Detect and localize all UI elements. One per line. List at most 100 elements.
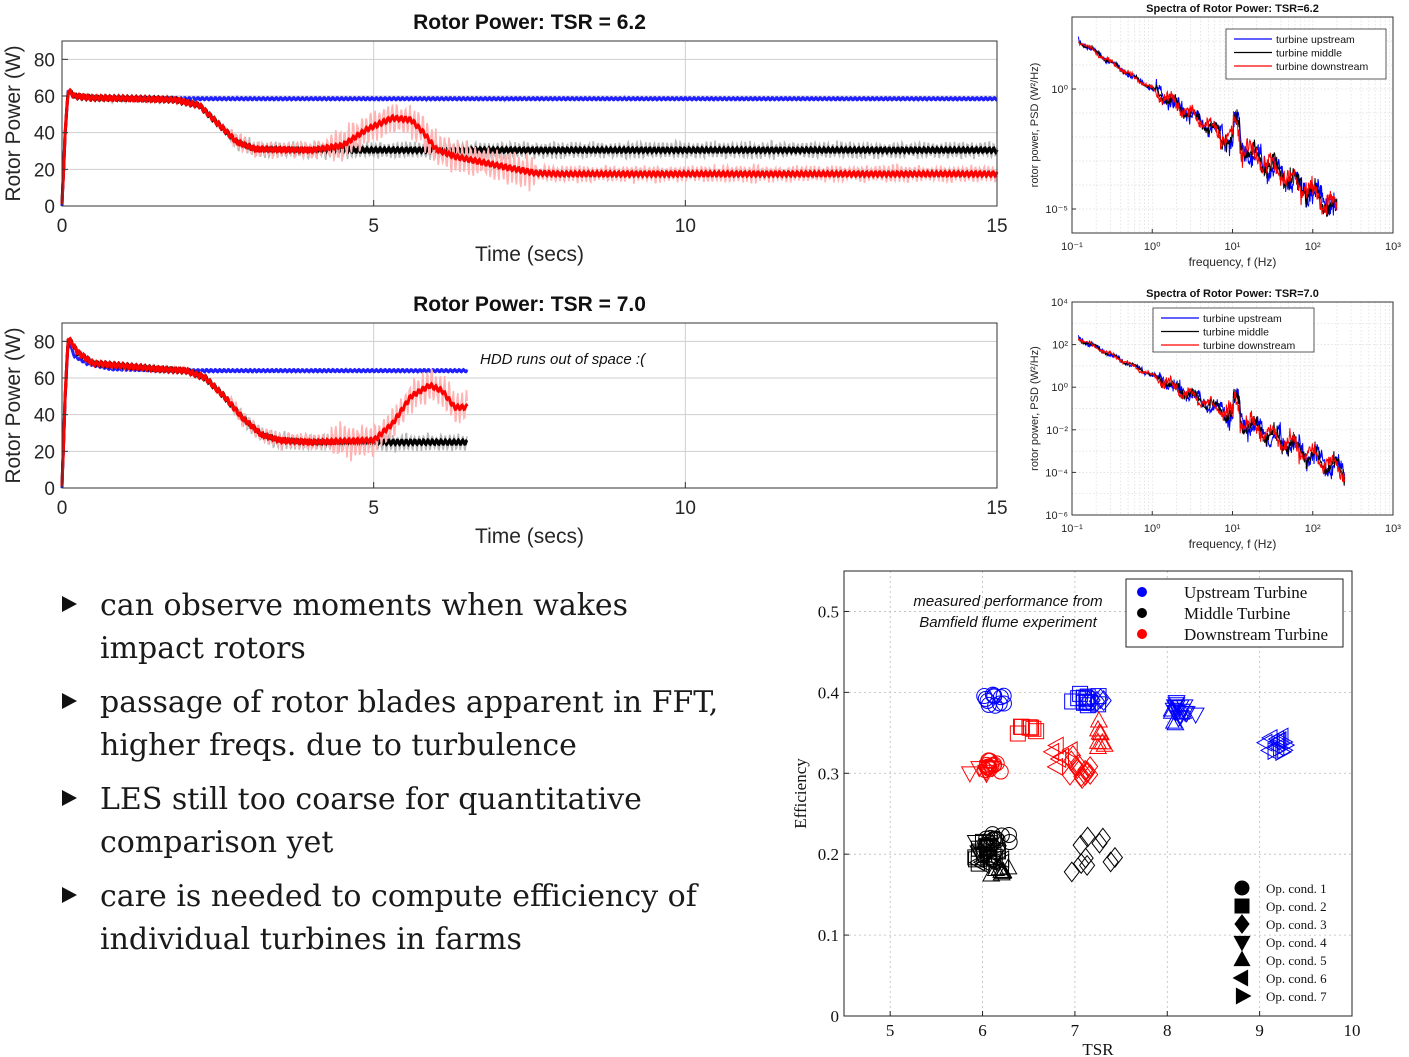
x-tick-label: 0 bbox=[57, 498, 68, 519]
scatter-point bbox=[1267, 741, 1285, 761]
x-tick-label: 10⁰ bbox=[1144, 241, 1161, 253]
scatter-point bbox=[970, 761, 989, 778]
y-tick-label: 40 bbox=[34, 124, 55, 145]
scatter-point bbox=[1077, 759, 1094, 781]
x-tick-label: 5 bbox=[368, 498, 379, 519]
legend-box bbox=[1225, 28, 1387, 80]
marker-legend-symbol bbox=[1232, 969, 1249, 987]
scatter-point bbox=[1028, 723, 1045, 740]
scatter-point bbox=[1174, 702, 1193, 719]
x-tick-label: 5 bbox=[368, 216, 379, 237]
legend-label: turbine upstream bbox=[1203, 313, 1282, 325]
marker-legend-label: Op. cond. 5 bbox=[1266, 953, 1327, 968]
y-tick-label: 0.4 bbox=[818, 683, 840, 702]
scatter-point bbox=[1013, 718, 1030, 735]
y-tick-label: 60 bbox=[34, 369, 55, 390]
x-tick-label: 10¹ bbox=[1225, 241, 1241, 253]
bullet-list: can observe moments when wakes impact ro… bbox=[60, 584, 740, 972]
y-tick-label: 20 bbox=[34, 160, 55, 181]
scatter-point bbox=[983, 761, 1002, 778]
plot-area bbox=[62, 323, 997, 488]
scatter-point bbox=[976, 687, 993, 704]
marker-legend-label: Op. cond. 2 bbox=[1266, 899, 1327, 914]
marker-legend-label: Op. cond. 1 bbox=[1266, 881, 1327, 896]
scatter-point bbox=[1061, 741, 1078, 760]
scatter-point bbox=[1025, 720, 1042, 737]
marker-legend-label: Op. cond. 7 bbox=[1266, 989, 1327, 1004]
y-axis-label: Rotor Power (W) bbox=[2, 327, 25, 483]
scatter-point bbox=[1102, 851, 1119, 873]
chart-psd70: 10⁻¹ 10⁰ 10¹ 10² 10³ 10⁴ 10² 10⁰ 10⁻² 10⁻⁴ 10⁻⁶ Spe… bbox=[1029, 288, 1401, 551]
chart-annotation: measured performance from bbox=[913, 593, 1102, 610]
scatter-point bbox=[1089, 711, 1108, 728]
y-tick-label: 10² bbox=[1052, 340, 1068, 352]
scatter-point bbox=[1091, 832, 1108, 854]
marker-legend-symbol bbox=[1234, 914, 1250, 934]
scatter-point bbox=[960, 766, 979, 783]
scatter-point bbox=[992, 850, 1010, 869]
legend: Upstream Turbine Middle Turbine Downstream… bbox=[1125, 578, 1344, 648]
scatter-point bbox=[1162, 699, 1181, 717]
scatter-point bbox=[1106, 846, 1124, 869]
scatter-point bbox=[995, 687, 1012, 704]
plot-frame bbox=[61, 322, 998, 489]
legend-label: turbine downstream bbox=[1203, 340, 1295, 352]
marker-legend-symbol bbox=[1234, 880, 1250, 896]
scatter-point bbox=[1093, 732, 1112, 750]
scatter-point bbox=[1000, 826, 1017, 843]
x-axis-label: frequency, f (Hz) bbox=[1189, 255, 1277, 269]
scatter-point bbox=[1052, 747, 1069, 766]
y-tick-label: 10⁴ bbox=[1051, 297, 1068, 309]
scatter-point bbox=[1088, 690, 1106, 712]
legend-label: Middle Turbine bbox=[1184, 604, 1290, 623]
scatter-point bbox=[1078, 854, 1096, 876]
x-tick-label: 10⁻¹ bbox=[1061, 241, 1083, 253]
y-tick-label: 10⁻⁵ bbox=[1045, 204, 1068, 216]
x-tick-label: 10³ bbox=[1385, 241, 1401, 253]
marker-legend-symbol bbox=[1234, 898, 1250, 914]
plot-frame bbox=[61, 40, 998, 207]
chart-title: Spectra of Rotor Power: TSR=7.0 bbox=[1146, 288, 1319, 300]
plot-frame bbox=[843, 570, 1353, 1017]
x-tick-label: 15 bbox=[986, 216, 1007, 237]
y-axis-label: rotor power, PSD (W²/Hz) bbox=[1029, 63, 1041, 188]
y-tick-label: 80 bbox=[34, 332, 55, 353]
chart-annotation: HDD runs out of space :( bbox=[480, 351, 647, 368]
y-tick-label: 20 bbox=[34, 442, 55, 463]
x-tick-label: 10¹ bbox=[1225, 523, 1241, 535]
chart-annotation: Bamfield flume experiment bbox=[919, 614, 1097, 631]
scatter-point bbox=[977, 766, 996, 784]
x-tick-label: 5 bbox=[886, 1021, 895, 1040]
scatter-point bbox=[1094, 827, 1111, 849]
scatter-point bbox=[992, 689, 1009, 706]
scatter-point bbox=[1084, 689, 1101, 711]
scatter-point bbox=[1080, 690, 1097, 712]
scatter-point bbox=[1047, 736, 1064, 755]
scatter-point bbox=[1063, 861, 1080, 883]
scatter-point bbox=[1073, 765, 1090, 788]
scatter-point bbox=[1022, 719, 1039, 736]
chart-title: Rotor Power: TSR = 6.2 bbox=[413, 11, 646, 34]
y-tick-label: 0.3 bbox=[818, 764, 839, 783]
legend-swatch bbox=[1137, 587, 1147, 597]
x-tick-label: 10 bbox=[675, 498, 696, 519]
y-tick-label: 0.2 bbox=[818, 845, 839, 864]
marker-legend-label: Op. cond. 6 bbox=[1266, 971, 1327, 986]
x-tick-label: 10² bbox=[1305, 241, 1321, 253]
scatter-point bbox=[1275, 742, 1292, 762]
scatter-point bbox=[1042, 742, 1060, 761]
scatter-point bbox=[1278, 735, 1296, 755]
scatter-point bbox=[1009, 725, 1026, 742]
x-axis-label: Time (secs) bbox=[475, 525, 584, 548]
legend-box bbox=[1125, 578, 1344, 648]
x-axis-label: frequency, f (Hz) bbox=[1189, 537, 1277, 551]
bullet-item: passage of rotor blades apparent in FFT,… bbox=[60, 681, 740, 767]
scatter-point bbox=[1073, 852, 1090, 875]
scatter-point bbox=[972, 853, 990, 872]
y-tick-label: 10⁻² bbox=[1046, 425, 1068, 437]
scatter-point bbox=[977, 764, 996, 782]
psd-series-line bbox=[1078, 40, 1338, 215]
scatter-point bbox=[978, 760, 997, 777]
